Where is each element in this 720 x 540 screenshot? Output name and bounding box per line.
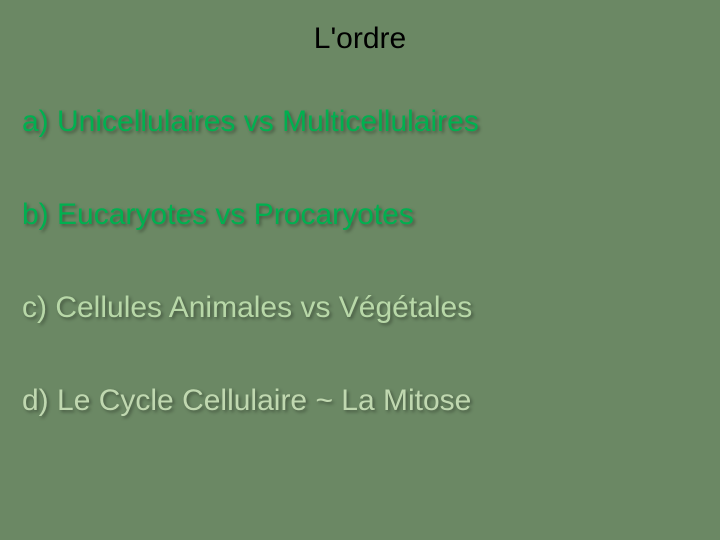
list-item-c: c) Cellules Animales vs Végétales [22, 288, 698, 327]
slide-title: L'ordre [0, 22, 720, 56]
item-list: a) Unicellulaires vs Multicellulaires b)… [22, 102, 698, 474]
list-item-d: d) Le Cycle Cellulaire ~ La Mitose [22, 381, 698, 420]
slide: L'ordre a) Unicellulaires vs Multicellul… [0, 0, 720, 540]
list-item-b: b) Eucaryotes vs Procaryotes [22, 195, 698, 234]
list-item-a: a) Unicellulaires vs Multicellulaires [22, 102, 698, 141]
